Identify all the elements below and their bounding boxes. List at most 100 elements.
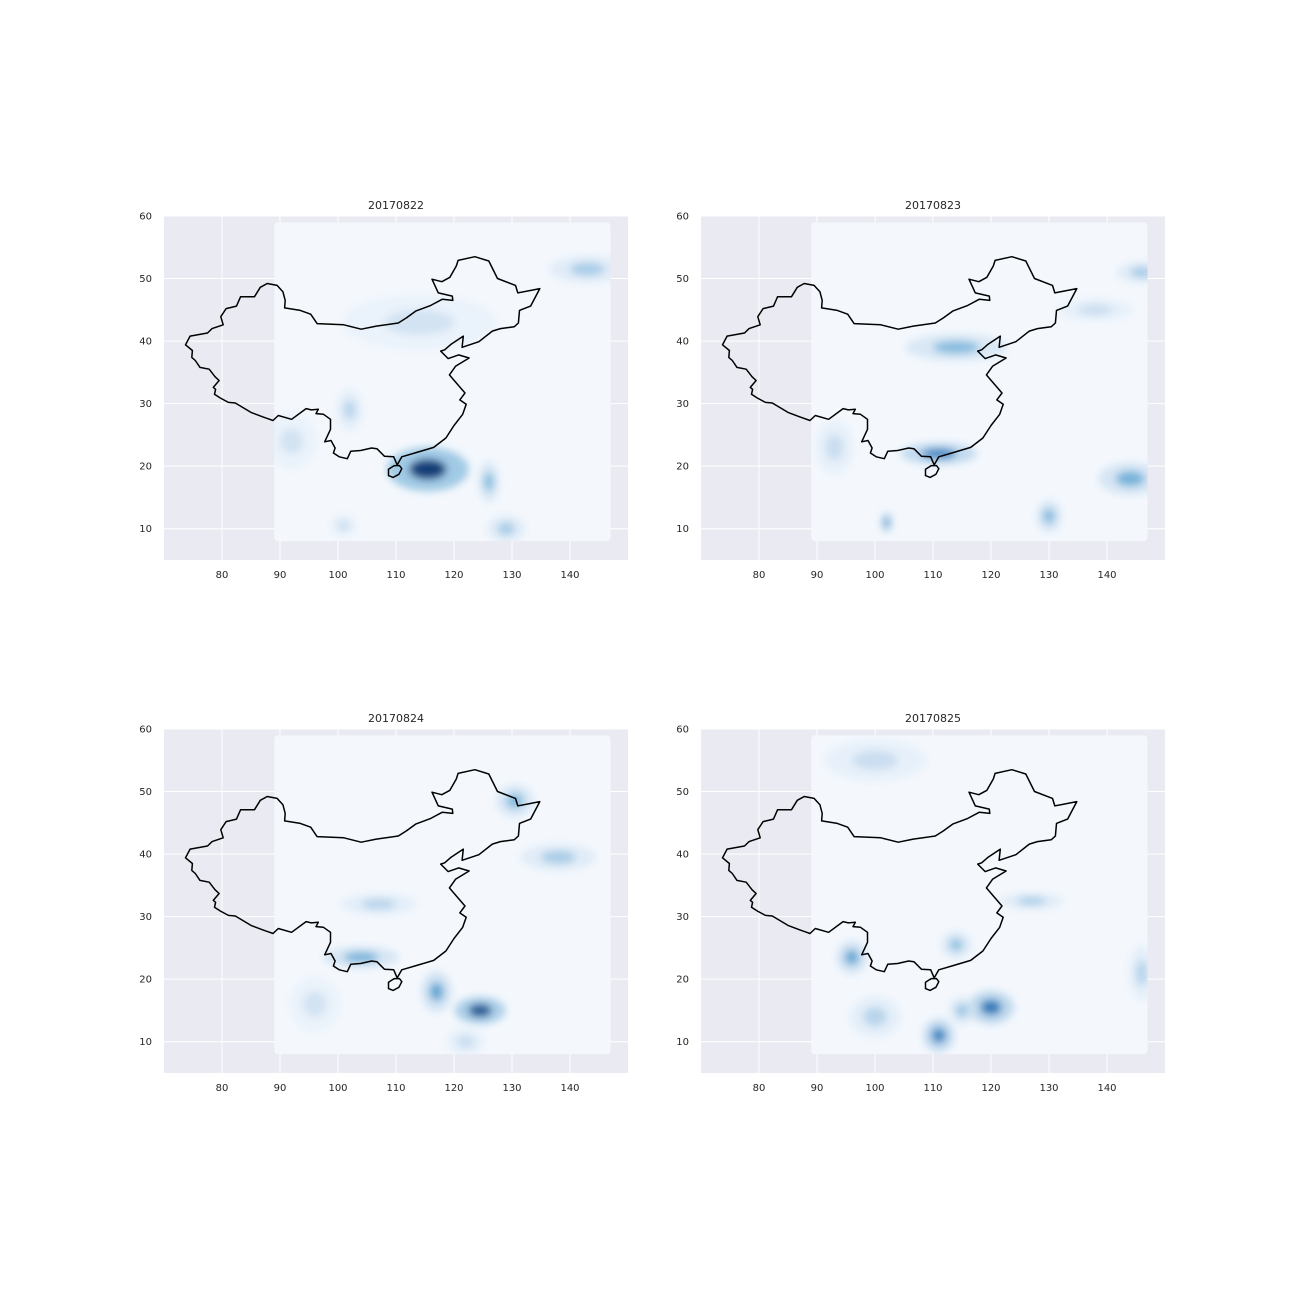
y-tick-label: 10 xyxy=(139,524,152,535)
y-tick-label: 60 xyxy=(676,212,689,223)
heatmap-hotspot xyxy=(1130,267,1148,278)
y-tick-label: 30 xyxy=(139,399,152,410)
heatmap-hotspot xyxy=(384,309,455,335)
y-tick-label: 20 xyxy=(676,975,689,986)
y-tick-label: 50 xyxy=(139,787,152,798)
y-tick-label: 50 xyxy=(676,274,689,285)
heatmap-hotspot xyxy=(570,262,605,276)
heatmap-hotspot xyxy=(497,522,515,535)
y-tick-label: 20 xyxy=(676,462,689,473)
hainan-outline xyxy=(387,464,403,479)
panel-title: 20170822 xyxy=(368,199,424,212)
heatmap-hotspot xyxy=(1115,471,1145,487)
x-tick-label: 140 xyxy=(560,1083,579,1094)
hainan-outline xyxy=(924,464,940,479)
x-tick-label: 100 xyxy=(328,570,347,581)
y-tick-label: 40 xyxy=(139,337,152,348)
heatmap-background xyxy=(274,222,611,542)
x-tick-label: 120 xyxy=(444,570,463,581)
x-tick-label: 100 xyxy=(328,1083,347,1094)
heatmap-background xyxy=(274,735,611,1055)
panel-title: 20170823 xyxy=(905,199,961,212)
heatmap-field xyxy=(274,735,611,1055)
x-tick-label: 80 xyxy=(753,1083,766,1094)
panel-title: 20170825 xyxy=(905,712,961,725)
subplot-20170822: 80 90 100 110 120 130 140 10 20 30 40 50 60 20170822 xyxy=(139,199,628,581)
x-tick-label: 130 xyxy=(1039,570,1058,581)
heatmap-hotspot xyxy=(468,1004,492,1017)
china-border-outline xyxy=(721,768,1078,979)
y-tick-label: 10 xyxy=(139,1037,152,1048)
heatmap-hotspot xyxy=(1136,960,1148,986)
china-border-outline xyxy=(721,255,1078,466)
y-tick-label: 40 xyxy=(676,850,689,861)
x-tick-label: 90 xyxy=(811,570,824,581)
heatmap-hotspot xyxy=(956,1004,968,1017)
x-tick-label: 130 xyxy=(502,1083,521,1094)
y-tick-label: 30 xyxy=(676,399,689,410)
hainan-outline xyxy=(387,977,403,992)
heatmap-field xyxy=(274,222,611,542)
heatmap-hotspot xyxy=(429,982,444,1002)
x-tick-label: 110 xyxy=(386,1083,405,1094)
x-tick-label: 140 xyxy=(1097,1083,1116,1094)
panel-title: 20170824 xyxy=(368,712,424,725)
x-tick-label: 140 xyxy=(560,570,579,581)
heatmap-hotspot xyxy=(343,952,379,963)
heatmap-hotspot xyxy=(933,341,980,354)
heatmap-hotspot xyxy=(484,472,494,492)
x-tick-label: 90 xyxy=(274,1083,287,1094)
heatmap-hotspot xyxy=(456,1035,475,1048)
x-tick-label: 80 xyxy=(216,1083,229,1094)
y-tick-label: 60 xyxy=(676,725,689,736)
y-tick-label: 10 xyxy=(676,524,689,535)
heatmap-field xyxy=(811,222,1148,542)
x-tick-label: 120 xyxy=(981,1083,1000,1094)
hainan-outline xyxy=(924,977,940,992)
subplot-20170823: 80 90 100 110 120 130 140 10 20 30 40 50 60 20170823 xyxy=(676,199,1165,581)
x-tick-label: 80 xyxy=(753,570,766,581)
y-tick-label: 40 xyxy=(139,850,152,861)
heatmap-hotspot xyxy=(280,428,304,454)
y-tick-label: 60 xyxy=(139,725,152,736)
x-tick-label: 130 xyxy=(1039,1083,1058,1094)
x-tick-label: 100 xyxy=(865,1083,884,1094)
heatmap-field xyxy=(811,735,1148,1055)
heatmap-hotspot xyxy=(541,850,576,864)
heatmap-hotspot xyxy=(409,459,447,480)
heatmap-hotspot xyxy=(949,938,964,952)
china-border-outline xyxy=(184,255,541,466)
heatmap-hotspot xyxy=(844,949,859,965)
x-tick-label: 110 xyxy=(386,570,405,581)
x-tick-label: 130 xyxy=(502,570,521,581)
heatmap-hotspot xyxy=(980,999,1002,1015)
y-tick-label: 30 xyxy=(139,912,152,923)
heatmap-hotspot xyxy=(303,991,327,1017)
heatmap-background xyxy=(811,222,1148,542)
heatmap-hotspot xyxy=(863,1007,887,1027)
heatmap-hotspot xyxy=(1078,304,1113,315)
x-tick-label: 110 xyxy=(923,570,942,581)
y-tick-label: 20 xyxy=(139,975,152,986)
heatmap-hotspot xyxy=(338,520,350,531)
y-tick-label: 30 xyxy=(676,912,689,923)
x-tick-label: 120 xyxy=(981,570,1000,581)
y-tick-label: 20 xyxy=(139,462,152,473)
heatmap-background xyxy=(811,735,1148,1055)
x-tick-label: 140 xyxy=(1097,570,1116,581)
china-border-outline xyxy=(184,768,541,979)
heatmap-hotspot xyxy=(825,434,844,460)
subplot-20170824: 80 90 100 110 120 130 140 10 20 30 40 50 60 20170824 xyxy=(139,712,628,1094)
y-tick-label: 50 xyxy=(676,787,689,798)
heatmap-hotspot xyxy=(361,899,396,910)
y-tick-label: 50 xyxy=(139,274,152,285)
subplot-20170825: 80 90 100 110 120 130 140 10 20 30 40 50 60 20170825 xyxy=(676,712,1165,1094)
heatmap-hotspot xyxy=(883,517,890,528)
x-tick-label: 120 xyxy=(444,1083,463,1094)
heatmap-hotspot xyxy=(851,750,899,770)
heatmap-hotspot xyxy=(931,1027,946,1043)
x-tick-label: 110 xyxy=(923,1083,942,1094)
x-tick-label: 80 xyxy=(216,570,229,581)
heatmap-hotspot xyxy=(343,400,356,420)
y-tick-label: 40 xyxy=(676,337,689,348)
